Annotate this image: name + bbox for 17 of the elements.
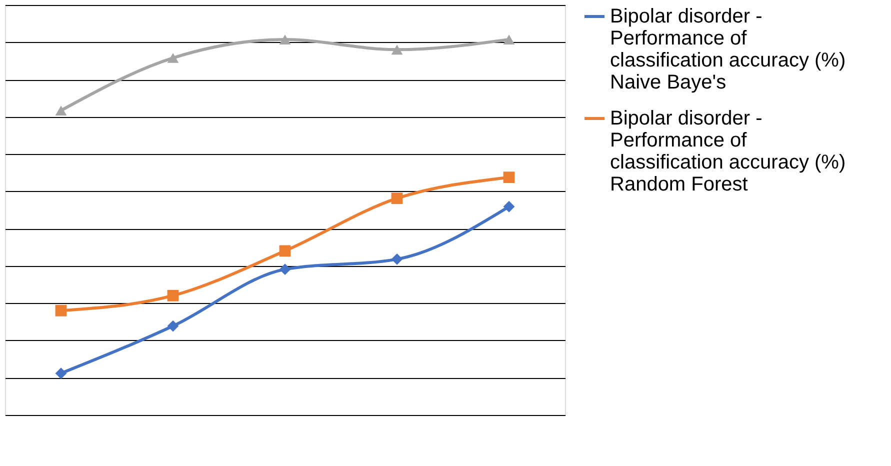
point bbox=[503, 200, 515, 212]
point bbox=[279, 34, 291, 44]
point bbox=[279, 264, 291, 276]
point bbox=[279, 245, 291, 257]
point bbox=[167, 53, 179, 63]
legend-label: Bipolar disorder - Performance of classification accuracy (%) Naive Baye's bbox=[610, 6, 846, 94]
point bbox=[391, 253, 403, 265]
point bbox=[167, 290, 179, 302]
point bbox=[503, 34, 515, 44]
point bbox=[503, 172, 515, 184]
point bbox=[167, 320, 179, 332]
legend-label: Bipolar disorder - Performance of classification accuracy (%) Random Forest bbox=[610, 108, 846, 196]
point bbox=[391, 192, 403, 204]
point bbox=[55, 368, 67, 380]
point bbox=[55, 106, 67, 116]
point bbox=[55, 304, 67, 316]
point bbox=[391, 44, 403, 55]
